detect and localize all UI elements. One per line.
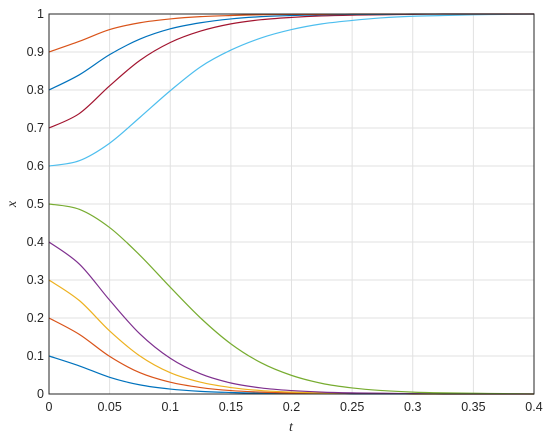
grid [48, 13, 535, 395]
y-tick-label: 0.2 [27, 311, 44, 325]
x-tick-label: 0.35 [461, 400, 485, 414]
series-line-5 [48, 203, 535, 395]
x-tick-label: 0.1 [162, 400, 179, 414]
x-tick-label: 0.3 [404, 400, 421, 414]
x-tick-label: 0.2 [283, 400, 300, 414]
y-tick-label: 0.5 [27, 197, 44, 211]
plot-frame [48, 13, 535, 395]
tick-labels: 0 0.05 0.1 0.15 0.2 0.25 0.3 0.35 0.4 0 0.1 0.2 0.3 0… [27, 7, 543, 414]
x-axis-label: t [289, 420, 294, 435]
y-tick-label: 0.8 [27, 83, 44, 97]
y-axis-label: x [5, 200, 20, 208]
y-tick-label: 1 [37, 7, 44, 21]
x-tick-label: 0.4 [525, 400, 542, 414]
x-tick-label: 0.15 [219, 400, 243, 414]
y-tick-label: 0.6 [27, 159, 44, 173]
x-tick-label: 0 [46, 400, 53, 414]
y-tick-label: 0.9 [27, 45, 44, 59]
y-tick-label: 0.4 [27, 235, 44, 249]
y-tick-label: 0.7 [27, 121, 44, 135]
y-tick-label: 0.3 [27, 273, 44, 287]
y-tick-label: 0 [37, 387, 44, 401]
y-tick-label: 0.1 [27, 349, 44, 363]
x-tick-label: 0.05 [97, 400, 121, 414]
series-line-6 [48, 13, 535, 167]
x-tick-label: 0.25 [340, 400, 364, 414]
